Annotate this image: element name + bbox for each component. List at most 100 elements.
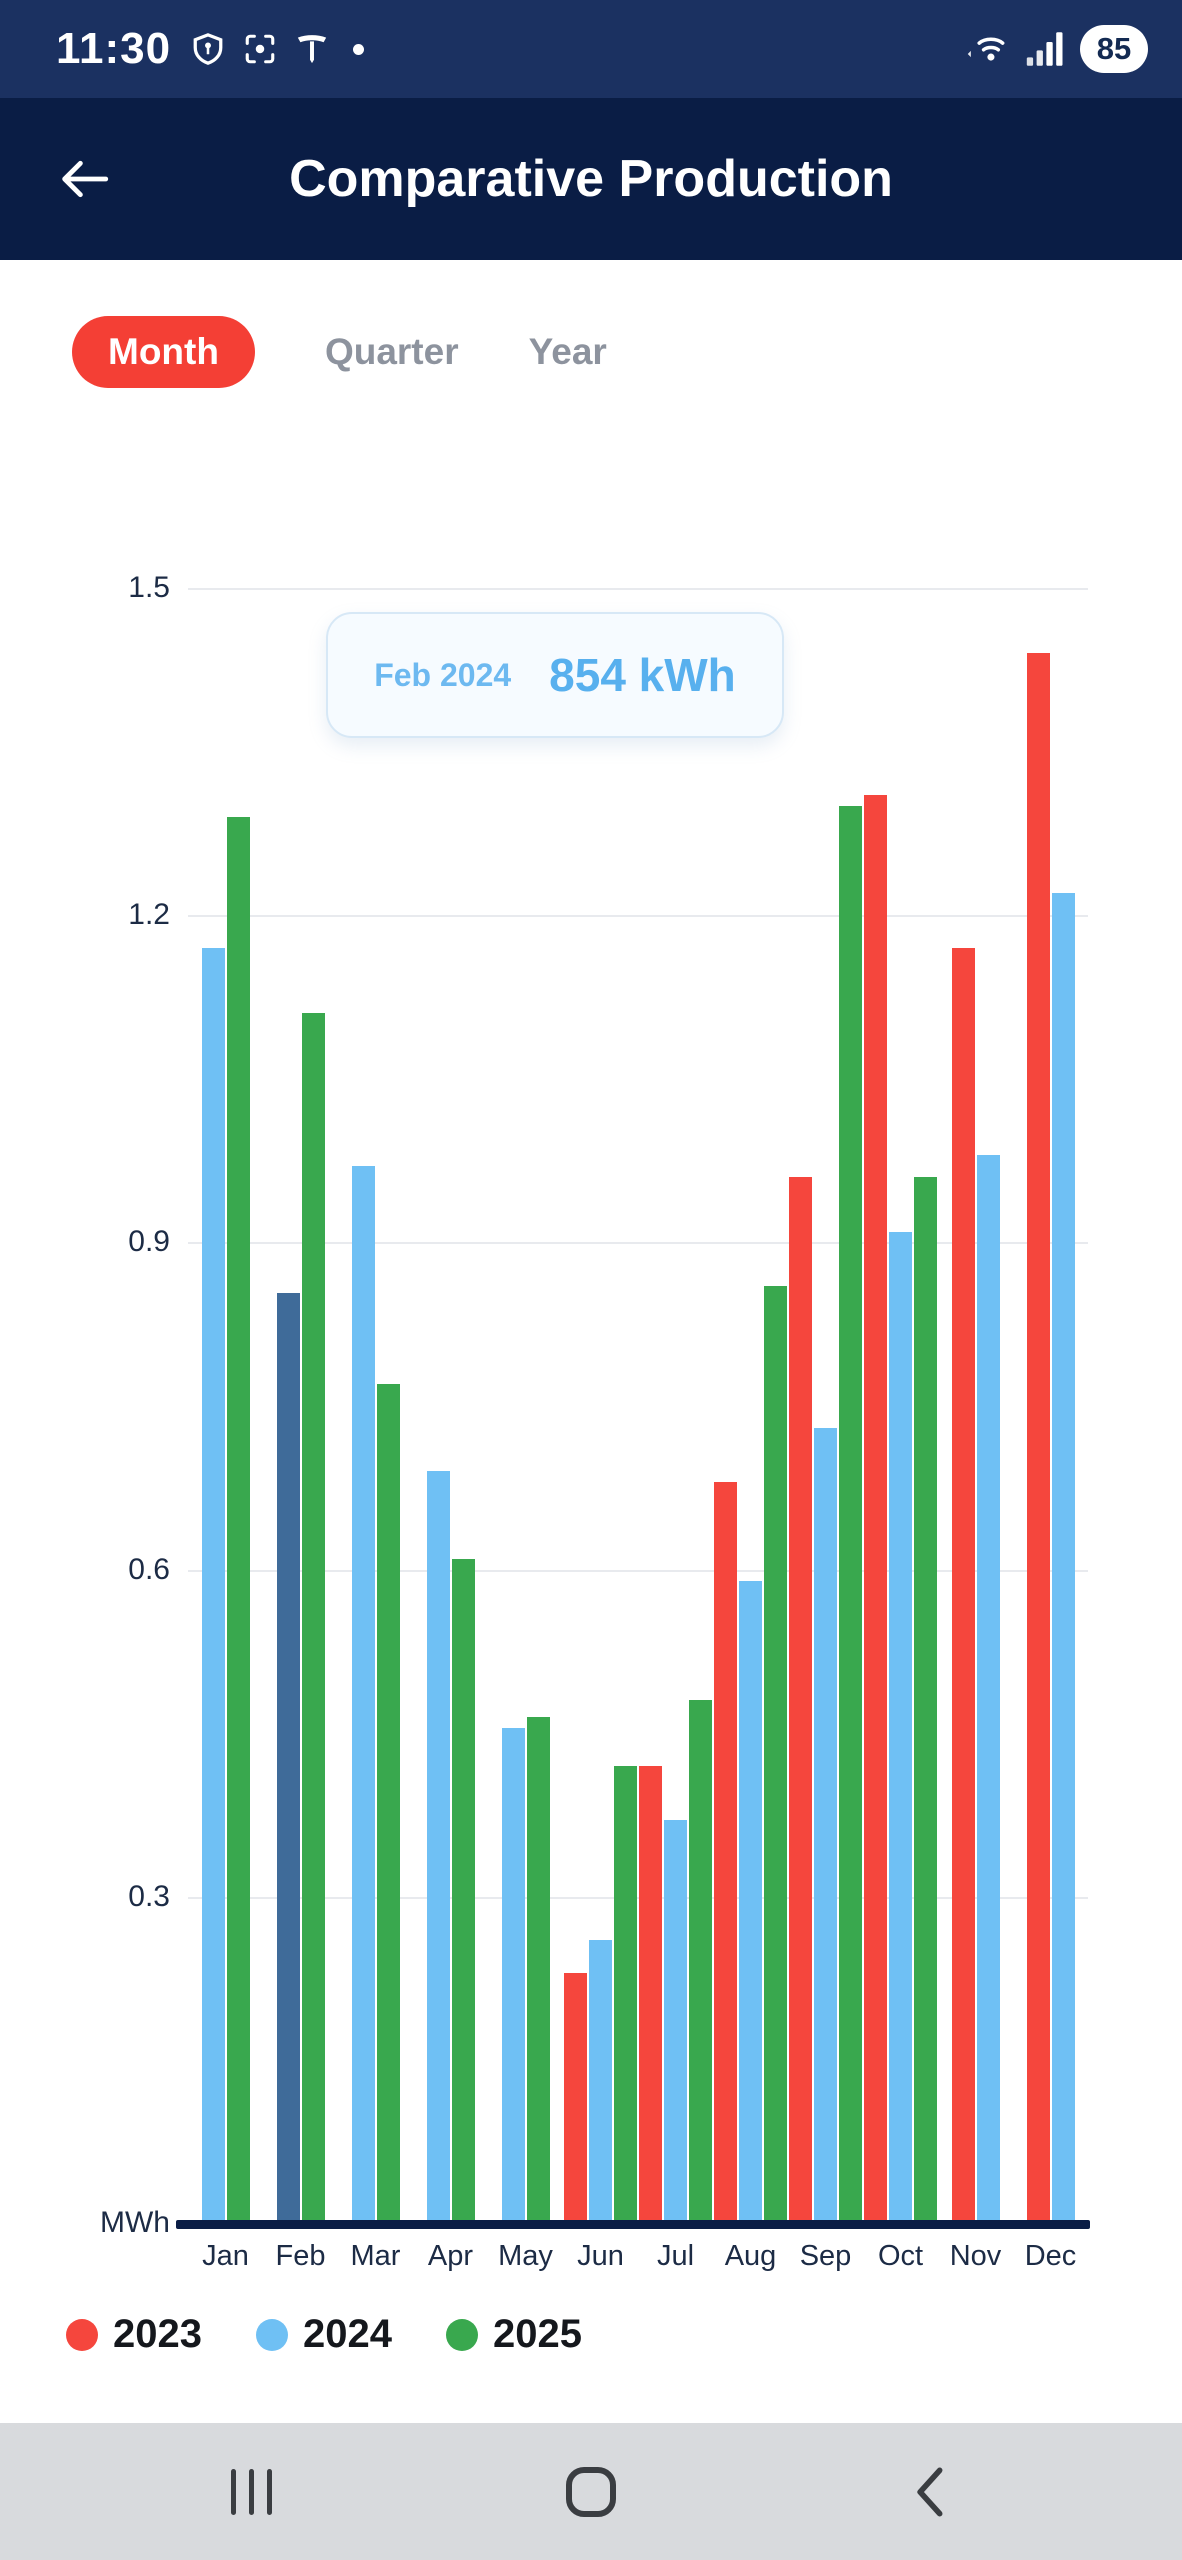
legend-label-2025: 2025 — [492, 2312, 582, 2356]
home-button[interactable] — [556, 2457, 626, 2527]
bar-2025-may[interactable] — [526, 1716, 550, 2224]
legend-dot-2025 — [445, 2318, 478, 2351]
tab-quarter[interactable]: Quarter — [324, 331, 459, 372]
bar-group-dec — [1013, 588, 1088, 2224]
status-time: 11:30 — [56, 24, 172, 73]
x-label-oct: Oct — [877, 2240, 924, 2272]
tooltip-value: 854 kWh — [549, 649, 736, 701]
recents-button[interactable] — [216, 2457, 286, 2527]
status-left-icons — [191, 32, 365, 66]
x-label-jun: Jun — [577, 2240, 624, 2272]
bar-2024-oct[interactable] — [889, 1231, 912, 2224]
bar-2025-jun[interactable] — [614, 1765, 637, 2224]
x-axis-line — [176, 2220, 1090, 2229]
bar-2024-jan[interactable] — [201, 947, 225, 2224]
chart-bars — [188, 588, 1088, 2224]
x-label-sep: Sep — [799, 2240, 852, 2272]
bar-2023-oct[interactable] — [864, 795, 887, 2224]
period-tabs: Month Quarter Year — [72, 316, 607, 388]
x-label-dec: Dec — [1024, 2240, 1077, 2272]
bar-2024-mar[interactable] — [351, 1166, 375, 2224]
x-label-may: May — [498, 2240, 553, 2272]
legend-item-2024: 2024 — [255, 2312, 392, 2357]
x-label-aug: Aug — [724, 2240, 777, 2272]
bar-2024-jun[interactable] — [589, 1940, 612, 2224]
bar-2025-jan[interactable] — [226, 817, 250, 2224]
screenshot-icon — [245, 34, 275, 64]
back-button[interactable] — [48, 143, 120, 215]
bar-group-feb — [263, 588, 338, 2224]
legend-dot-2024 — [255, 2318, 288, 2351]
bar-2024-apr[interactable] — [426, 1471, 450, 2224]
bar-group-jul — [638, 588, 713, 2224]
x-label-apr: Apr — [427, 2240, 474, 2272]
bar-2024-may[interactable] — [501, 1727, 525, 2224]
bar-2023-jun[interactable] — [564, 1973, 587, 2224]
gridline-0.3 — [188, 1896, 1088, 1899]
x-label-nov: Nov — [949, 2240, 1002, 2272]
nav-back-button[interactable] — [896, 2457, 966, 2527]
x-label-mar: Mar — [350, 2240, 401, 2272]
bar-2024-aug[interactable] — [739, 1580, 762, 2224]
bar-2025-sep[interactable] — [839, 806, 862, 2224]
bar-group-sep — [788, 588, 863, 2224]
y-tick-1.5: 1.5 — [128, 571, 170, 604]
bar-2024-sep[interactable] — [814, 1427, 837, 2224]
gridline-1.5 — [188, 588, 1088, 590]
signal-icon — [1026, 32, 1063, 66]
gridline-0.9 — [188, 1242, 1088, 1245]
bar-2025-apr[interactable] — [451, 1558, 475, 2224]
gridline-0.6 — [188, 1569, 1088, 1572]
status-right-icons: 85 — [966, 25, 1148, 73]
bar-2025-feb[interactable] — [301, 1013, 325, 2224]
bar-2025-mar[interactable] — [376, 1384, 400, 2224]
status-bar: 11:30 — [0, 0, 1182, 98]
legend-dot-2023 — [66, 2318, 98, 2351]
bar-group-nov — [938, 588, 1013, 2224]
y-tick-0.9: 0.9 — [128, 1225, 170, 1259]
vpn-shield-icon — [193, 33, 223, 65]
y-axis-unit: MWh — [100, 2206, 170, 2239]
legend-label-2024: 2024 — [302, 2312, 392, 2356]
tooltip: Feb 2024 854 kWh — [326, 612, 784, 738]
bar-group-apr — [413, 588, 488, 2224]
bar-2023-sep[interactable] — [789, 1176, 812, 2224]
bar-group-aug — [713, 588, 788, 2224]
tab-year[interactable]: Year — [528, 331, 607, 372]
bar-2024-jul[interactable] — [664, 1820, 687, 2224]
bar-2023-dec[interactable] — [1026, 653, 1050, 2224]
x-label-feb: Feb — [275, 2240, 326, 2272]
bar-2025-aug[interactable] — [764, 1286, 787, 2224]
nav-back-icon — [917, 2467, 943, 2516]
bar-group-jan — [188, 588, 263, 2224]
bar-2024-nov[interactable] — [976, 1155, 1000, 2224]
tesla-icon — [297, 35, 327, 64]
legend-label-2023: 2023 — [113, 2312, 202, 2356]
legend-item-2025: 2025 — [445, 2312, 582, 2357]
bar-2025-oct[interactable] — [914, 1176, 937, 2224]
wifi-icon — [967, 37, 1005, 61]
tab-month[interactable]: Month — [72, 316, 255, 388]
x-label-jul: Jul — [656, 2240, 695, 2272]
bar-2024-dec[interactable] — [1051, 893, 1075, 2224]
back-arrow-icon — [62, 160, 109, 198]
plot-area — [188, 588, 1088, 2224]
battery-indicator: 85 — [1080, 25, 1148, 73]
y-tick-0.6: 0.6 — [128, 1552, 170, 1586]
bar-group-mar — [338, 588, 413, 2224]
bar-2023-aug[interactable] — [714, 1482, 737, 2224]
bar-2023-nov[interactable] — [951, 947, 975, 2224]
y-tick-0.3: 0.3 — [128, 1879, 170, 1913]
page-title: Comparative Production — [289, 150, 893, 208]
notification-dot-icon — [353, 43, 365, 55]
bar-group-jun — [563, 588, 638, 2224]
legend-item-2023: 2023 — [66, 2312, 202, 2357]
bar-2025-jul[interactable] — [689, 1700, 712, 2224]
chart-legend: 2023 2024 2025 — [66, 2312, 582, 2357]
x-label-jan: Jan — [202, 2240, 249, 2272]
bar-2024-feb[interactable] — [276, 1292, 300, 2224]
app-header: Comparative Production — [0, 98, 1182, 260]
home-icon — [566, 2466, 616, 2517]
bar-2023-jul[interactable] — [639, 1765, 662, 2224]
